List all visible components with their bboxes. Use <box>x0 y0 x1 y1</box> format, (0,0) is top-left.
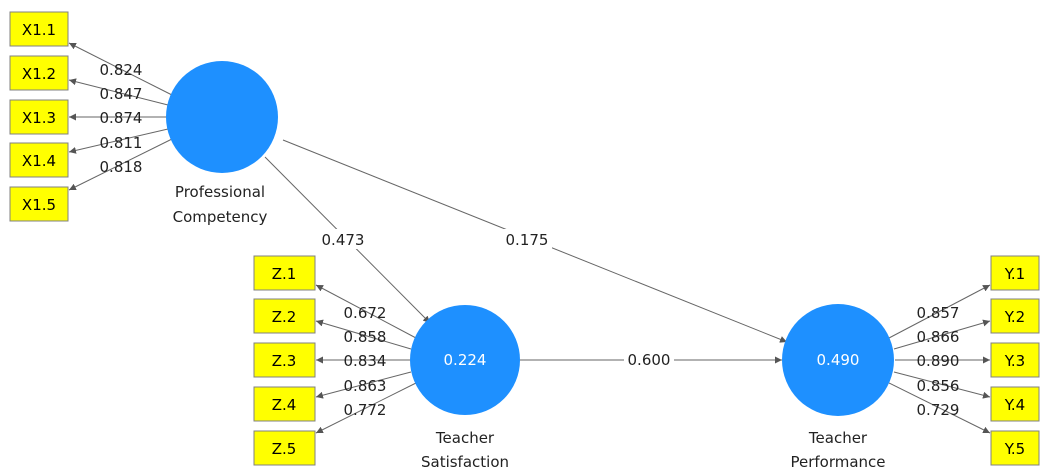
loading-line <box>68 78 169 106</box>
indicator-box[interactable]: X1.5 <box>9 186 69 222</box>
latent-value-tp: 0.490 <box>817 351 860 369</box>
loading-line <box>315 284 417 339</box>
loading-value: 0.857 <box>917 304 960 322</box>
loading-lines-tp <box>888 284 991 434</box>
loading-value: 0.890 <box>917 352 960 370</box>
loading-value: 0.818 <box>100 158 143 176</box>
latent-ts[interactable]: 0.224 Teacher Satisfaction <box>410 305 520 471</box>
indicator-box[interactable]: X1.4 <box>9 142 69 178</box>
latent-label-tp-line1: Teacher <box>808 429 868 447</box>
loadings-tp: 0.857 0.866 0.890 0.856 0.729 <box>917 304 960 419</box>
indicators-tp: Y.1 Y.2 Y.3 Y.4 Y.5 <box>990 255 1040 466</box>
loading-line <box>888 284 991 339</box>
indicator-label: Z.5 <box>272 440 297 458</box>
latent-label-pc-line1: Professional <box>175 183 265 201</box>
indicator-box[interactable]: Y.4 <box>990 386 1040 422</box>
loadings-ts: 0.672 0.858 0.834 0.863 0.772 <box>344 304 387 419</box>
loading-line <box>68 138 173 191</box>
latent-value-ts: 0.224 <box>444 351 487 369</box>
loading-value: 0.834 <box>344 352 387 370</box>
path-coef-pc-ts: 0.473 <box>322 231 365 249</box>
indicator-box[interactable]: Y.3 <box>990 342 1040 378</box>
latent-tp[interactable]: 0.490 Teacher Performance <box>782 304 894 471</box>
indicator-label: X1.5 <box>22 196 56 214</box>
indicators-ts: Z.1 Z.2 Z.3 Z.4 Z.5 <box>253 255 316 466</box>
indicator-label: Z.2 <box>272 308 297 326</box>
loading-value: 0.856 <box>917 377 960 395</box>
indicator-label: Y.4 <box>1004 396 1025 414</box>
indicator-label: Z.4 <box>272 396 297 414</box>
indicator-label: Y.3 <box>1004 352 1025 370</box>
indicator-box[interactable]: Z.5 <box>253 430 316 466</box>
loading-lines-ts <box>315 284 417 434</box>
latent-circle-teacher-satisfaction[interactable] <box>410 305 520 415</box>
indicator-label: X1.3 <box>22 109 56 127</box>
path-coef-ts-tp: 0.600 <box>628 351 671 369</box>
latent-circle-teacher-performance[interactable] <box>782 304 894 416</box>
indicator-label: X1.1 <box>22 21 56 39</box>
indicator-label: Y.2 <box>1004 308 1025 326</box>
loading-line <box>68 42 173 96</box>
loading-line <box>888 382 991 434</box>
loading-line <box>893 319 991 350</box>
latent-circle-professional-competency[interactable] <box>166 61 278 173</box>
loading-value: 0.863 <box>344 377 387 395</box>
loading-lines-pc <box>68 42 173 191</box>
path-coefficients: 0.473 0.175 0.600 <box>318 229 674 370</box>
loading-value: 0.729 <box>917 401 960 419</box>
loading-line <box>315 319 412 350</box>
path-coef-pc-tp: 0.175 <box>506 231 549 249</box>
latent-label-ts-line1: Teacher <box>435 429 495 447</box>
indicator-box[interactable]: Y.1 <box>990 255 1040 291</box>
structural-paths <box>264 139 788 364</box>
indicator-box[interactable]: X1.1 <box>9 11 69 47</box>
indicator-label: X1.4 <box>22 152 56 170</box>
indicator-label: Y.1 <box>1004 265 1025 283</box>
indicator-box[interactable]: Z.4 <box>253 386 316 422</box>
indicator-label: Z.3 <box>272 352 297 370</box>
latent-pc[interactable]: Professional Competency <box>166 61 278 226</box>
indicator-box[interactable]: Z.1 <box>253 255 316 291</box>
loading-line <box>68 128 169 154</box>
loading-line <box>315 371 412 399</box>
latent-label-ts-line2: Satisfaction <box>421 453 509 471</box>
loading-value: 0.874 <box>100 109 143 127</box>
loadings-pc: 0.824 0.847 0.874 0.811 0.818 <box>100 61 143 176</box>
loading-value: 0.824 <box>100 61 143 79</box>
loading-value: 0.847 <box>100 85 143 103</box>
indicator-box[interactable]: Z.3 <box>253 342 316 378</box>
indicator-box[interactable]: Y.2 <box>990 298 1040 334</box>
indicator-box[interactable]: Z.2 <box>253 298 316 334</box>
indicator-box[interactable]: X1.3 <box>9 99 69 135</box>
loading-value: 0.858 <box>344 328 387 346</box>
loading-value: 0.672 <box>344 304 387 322</box>
loading-value: 0.772 <box>344 401 387 419</box>
loading-value: 0.866 <box>917 328 960 346</box>
indicator-box[interactable]: Y.5 <box>990 430 1040 466</box>
loading-line <box>893 371 991 399</box>
indicator-label: X1.2 <box>22 65 56 83</box>
loading-line <box>315 382 417 434</box>
latent-label-tp-line2: Performance <box>790 453 885 471</box>
indicator-box[interactable]: X1.2 <box>9 55 69 91</box>
loading-value: 0.811 <box>100 134 143 152</box>
indicators-pc: X1.1 X1.2 X1.3 X1.4 X1.5 <box>9 11 69 222</box>
indicator-label: Z.1 <box>272 265 297 283</box>
indicator-label: Y.5 <box>1004 440 1025 458</box>
latent-label-pc-line2: Competency <box>173 208 268 226</box>
